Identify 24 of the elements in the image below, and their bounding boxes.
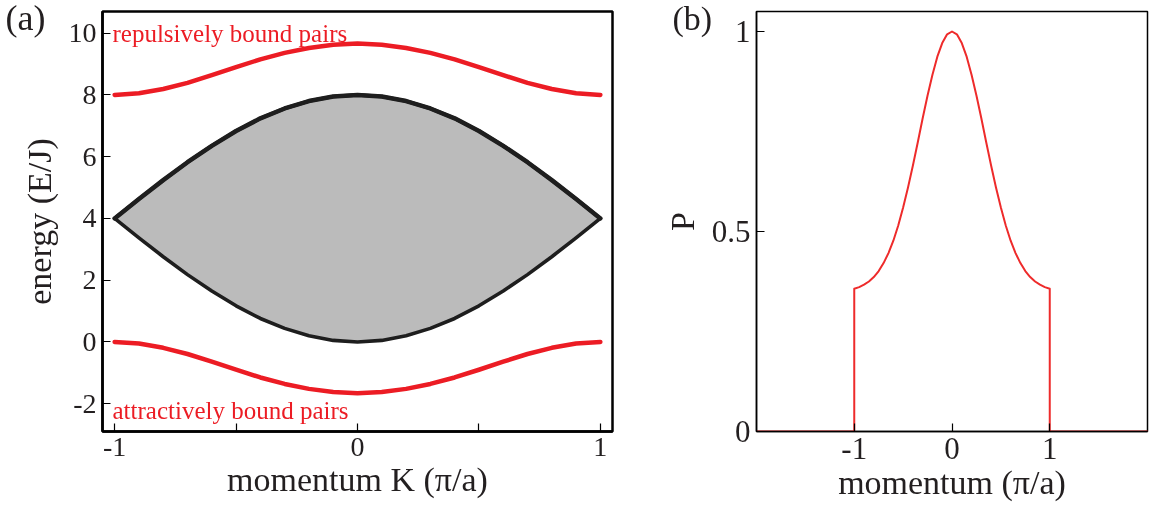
- y-tick-label: 4: [82, 202, 97, 234]
- chart-title: (a): [5, 0, 46, 38]
- x-tick-label: 1: [1042, 430, 1058, 466]
- series-label: attractively bound pairs: [112, 396, 349, 424]
- series-label: repulsively bound pairs: [112, 19, 348, 47]
- x-tick-label: -1: [102, 430, 127, 462]
- y-tick-label: 8: [82, 78, 97, 110]
- line-series: [112, 339, 603, 396]
- y-tick-label: 6: [82, 140, 97, 172]
- chart-title: (b): [672, 0, 713, 38]
- y-tick-label: -2: [73, 387, 97, 419]
- y-tick-label: 1: [735, 14, 751, 49]
- x-tick-label: 0: [944, 430, 960, 466]
- x-axis-title: momentum K (π/a): [227, 460, 488, 499]
- x-tick-label: 1: [593, 430, 608, 462]
- x-tick-label: 0: [350, 430, 365, 462]
- y-axis-title: P: [663, 212, 701, 231]
- x-axis-title: momentum (π/a): [838, 463, 1066, 502]
- y-tick-label: 10: [68, 17, 97, 49]
- y-tick-label: 0: [82, 325, 97, 357]
- y-tick-label: 0.5: [711, 214, 751, 249]
- y-tick-label: 2: [82, 264, 97, 296]
- x-tick-label: -1: [841, 430, 868, 466]
- y-axis-title: energy (E/J): [20, 138, 59, 305]
